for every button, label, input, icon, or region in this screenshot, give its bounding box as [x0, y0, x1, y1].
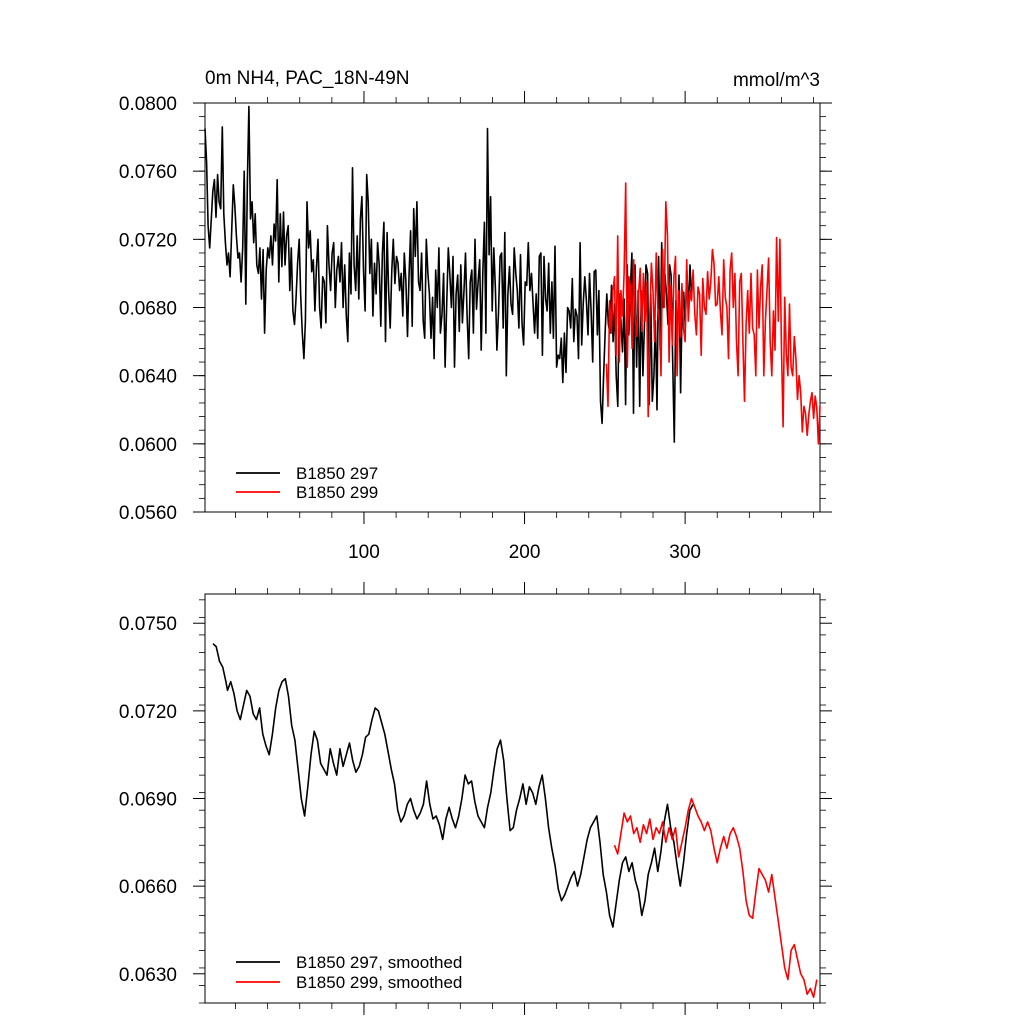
y-tick-label: 0.0720 — [119, 230, 177, 251]
y-tick-label: 0.0680 — [119, 299, 177, 320]
top-plot-area: 0.0560 0.0600 0.0640 0.0680 0.0720 0.0760 0.08… — [119, 91, 832, 563]
y-tick-label: 0.0760 — [119, 162, 177, 183]
plot-frame — [204, 593, 821, 1004]
x-tick-label: 300 — [669, 542, 701, 563]
top-legend: B1850 297 B1850 299 — [236, 464, 378, 502]
y-tick-label: 0.0690 — [119, 790, 177, 811]
legend-label: B1850 297, smoothed — [296, 953, 462, 972]
y-tick-label: 0.0800 — [119, 94, 177, 115]
legend-label: B1850 299, smoothed — [296, 973, 462, 992]
legend-label: B1850 299 — [296, 483, 378, 502]
y-tick-label: 0.0630 — [119, 965, 177, 986]
y-tick-label: 0.0600 — [119, 435, 177, 456]
y-tick-label: 0.0660 — [119, 877, 177, 898]
bottom-plot-area: 0.0630 0.0660 0.0690 0.0720 0.0750 — [119, 582, 832, 1015]
top-panel: 0m NH4, PAC_18N-49N mmol/m^3 0.0560 0.060… — [119, 68, 832, 563]
y-tick-label: 0.0560 — [119, 503, 177, 524]
units-label: mmol/m^3 — [733, 70, 820, 91]
x-tick-label: 200 — [509, 542, 541, 563]
y-tick-label: 0.0720 — [119, 702, 177, 723]
series-line-b1850-297 — [212, 643, 694, 928]
x-tick-label: 100 — [348, 542, 380, 563]
y-tick-label: 0.0640 — [119, 367, 177, 388]
chart-title: 0m NH4, PAC_18N-49N — [205, 68, 410, 89]
bottom-legend: B1850 297, smoothed B1850 299, smoothed — [236, 953, 462, 992]
series-line-b1850-299 — [605, 182, 821, 445]
legend-label: B1850 297 — [296, 464, 378, 483]
y-tick-label: 0.0750 — [119, 614, 177, 635]
bottom-panel: 0.0630 0.0660 0.0690 0.0720 0.0750 B1850 297… — [119, 582, 832, 1015]
series-line-b1850-299 — [613, 797, 818, 999]
